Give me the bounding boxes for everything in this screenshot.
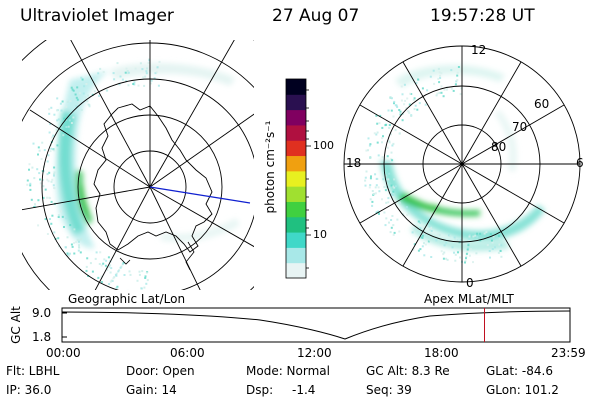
timeline-tick-1200: 12:00: [297, 346, 332, 360]
mlt-label-18: 18: [346, 156, 362, 170]
colorbar-band: [286, 262, 306, 279]
status-dsp-label: Dsp:: [246, 383, 274, 397]
mlat-label-70: 70: [512, 120, 528, 134]
colorbar-band: [286, 216, 306, 233]
continent-coastline: [93, 103, 213, 253]
timeline-tick-0000: 00:00: [46, 346, 81, 360]
speckle-noise-left: [26, 58, 161, 290]
colorbar-label: photon cm⁻²s⁻¹: [263, 120, 277, 214]
status-gc-alt: GC Alt: 8.3 Re: [366, 364, 450, 378]
status-door: Door: Open: [126, 364, 195, 378]
mlat-label-80: 80: [491, 140, 507, 154]
colorbar-tick-10: 10: [313, 228, 327, 241]
status-glon: GLon: 101.2: [486, 383, 559, 397]
timeline-ymax: 9.0: [32, 306, 52, 320]
status-seq: Seq: 39: [366, 383, 412, 397]
noon-meridian-line: [149, 186, 251, 204]
mlt-label-6: 6: [576, 156, 584, 170]
status-ip: IP: 36.0: [6, 383, 52, 397]
colorbar-band: [286, 140, 306, 157]
colorbar-tick-100: 100: [313, 139, 334, 152]
timeline-tick-0600: 06:00: [170, 346, 205, 360]
timeline-plot-frame: [61, 307, 571, 343]
time-label: 19:57:28 UT: [430, 6, 535, 26]
timeline-ymin: 1.8: [32, 330, 52, 344]
colorbar-band: [286, 201, 306, 218]
altitude-curve: [61, 310, 571, 340]
colorbar-band: [286, 109, 306, 126]
status-glat: GLat: -84.6: [486, 364, 553, 378]
colorbar-band: [286, 155, 306, 172]
colorbar-ticks: [306, 89, 311, 269]
aurora-emission-geographic: [55, 63, 240, 249]
status-dsp-value: -1.4: [292, 383, 316, 397]
status-mode: Mode: Normal: [246, 364, 330, 378]
colorbar-band: [286, 79, 306, 95]
colorbar-band: [286, 94, 306, 111]
colorbar-band: [286, 124, 306, 141]
timeline-yticks: [62, 312, 67, 338]
geographic-caption: Geographic Lat/Lon: [68, 292, 186, 306]
colorbar-band: [286, 170, 306, 187]
colorbar-band: [286, 232, 306, 248]
colorbar-band: [286, 247, 306, 264]
date-label: 27 Aug 07: [272, 6, 360, 26]
magnetic-caption: Apex MLat/MLT: [424, 292, 514, 306]
mlt-label-0: 0: [466, 276, 474, 290]
status-gain: Gain: 14: [126, 383, 177, 397]
timeline-ylabel: GC Alt: [9, 306, 23, 344]
status-filter: Flt: LBHL: [6, 364, 60, 378]
geographic-map: [22, 40, 254, 290]
instrument-title: Ultraviolet Imager: [20, 6, 174, 26]
colorbar: [286, 79, 306, 279]
colorbar-band: [286, 186, 306, 202]
magnetic-polar-plot: [343, 45, 581, 283]
timeline-tick-1800: 18:00: [424, 346, 459, 360]
timeline-tick-2359: 23:59: [551, 346, 586, 360]
mlt-label-12: 12: [471, 43, 487, 57]
aurora-emission-magnetic: [380, 64, 545, 252]
mlat-label-60: 60: [534, 97, 550, 111]
meridian-lines: [22, 40, 254, 290]
mlt-lines: [344, 46, 580, 282]
